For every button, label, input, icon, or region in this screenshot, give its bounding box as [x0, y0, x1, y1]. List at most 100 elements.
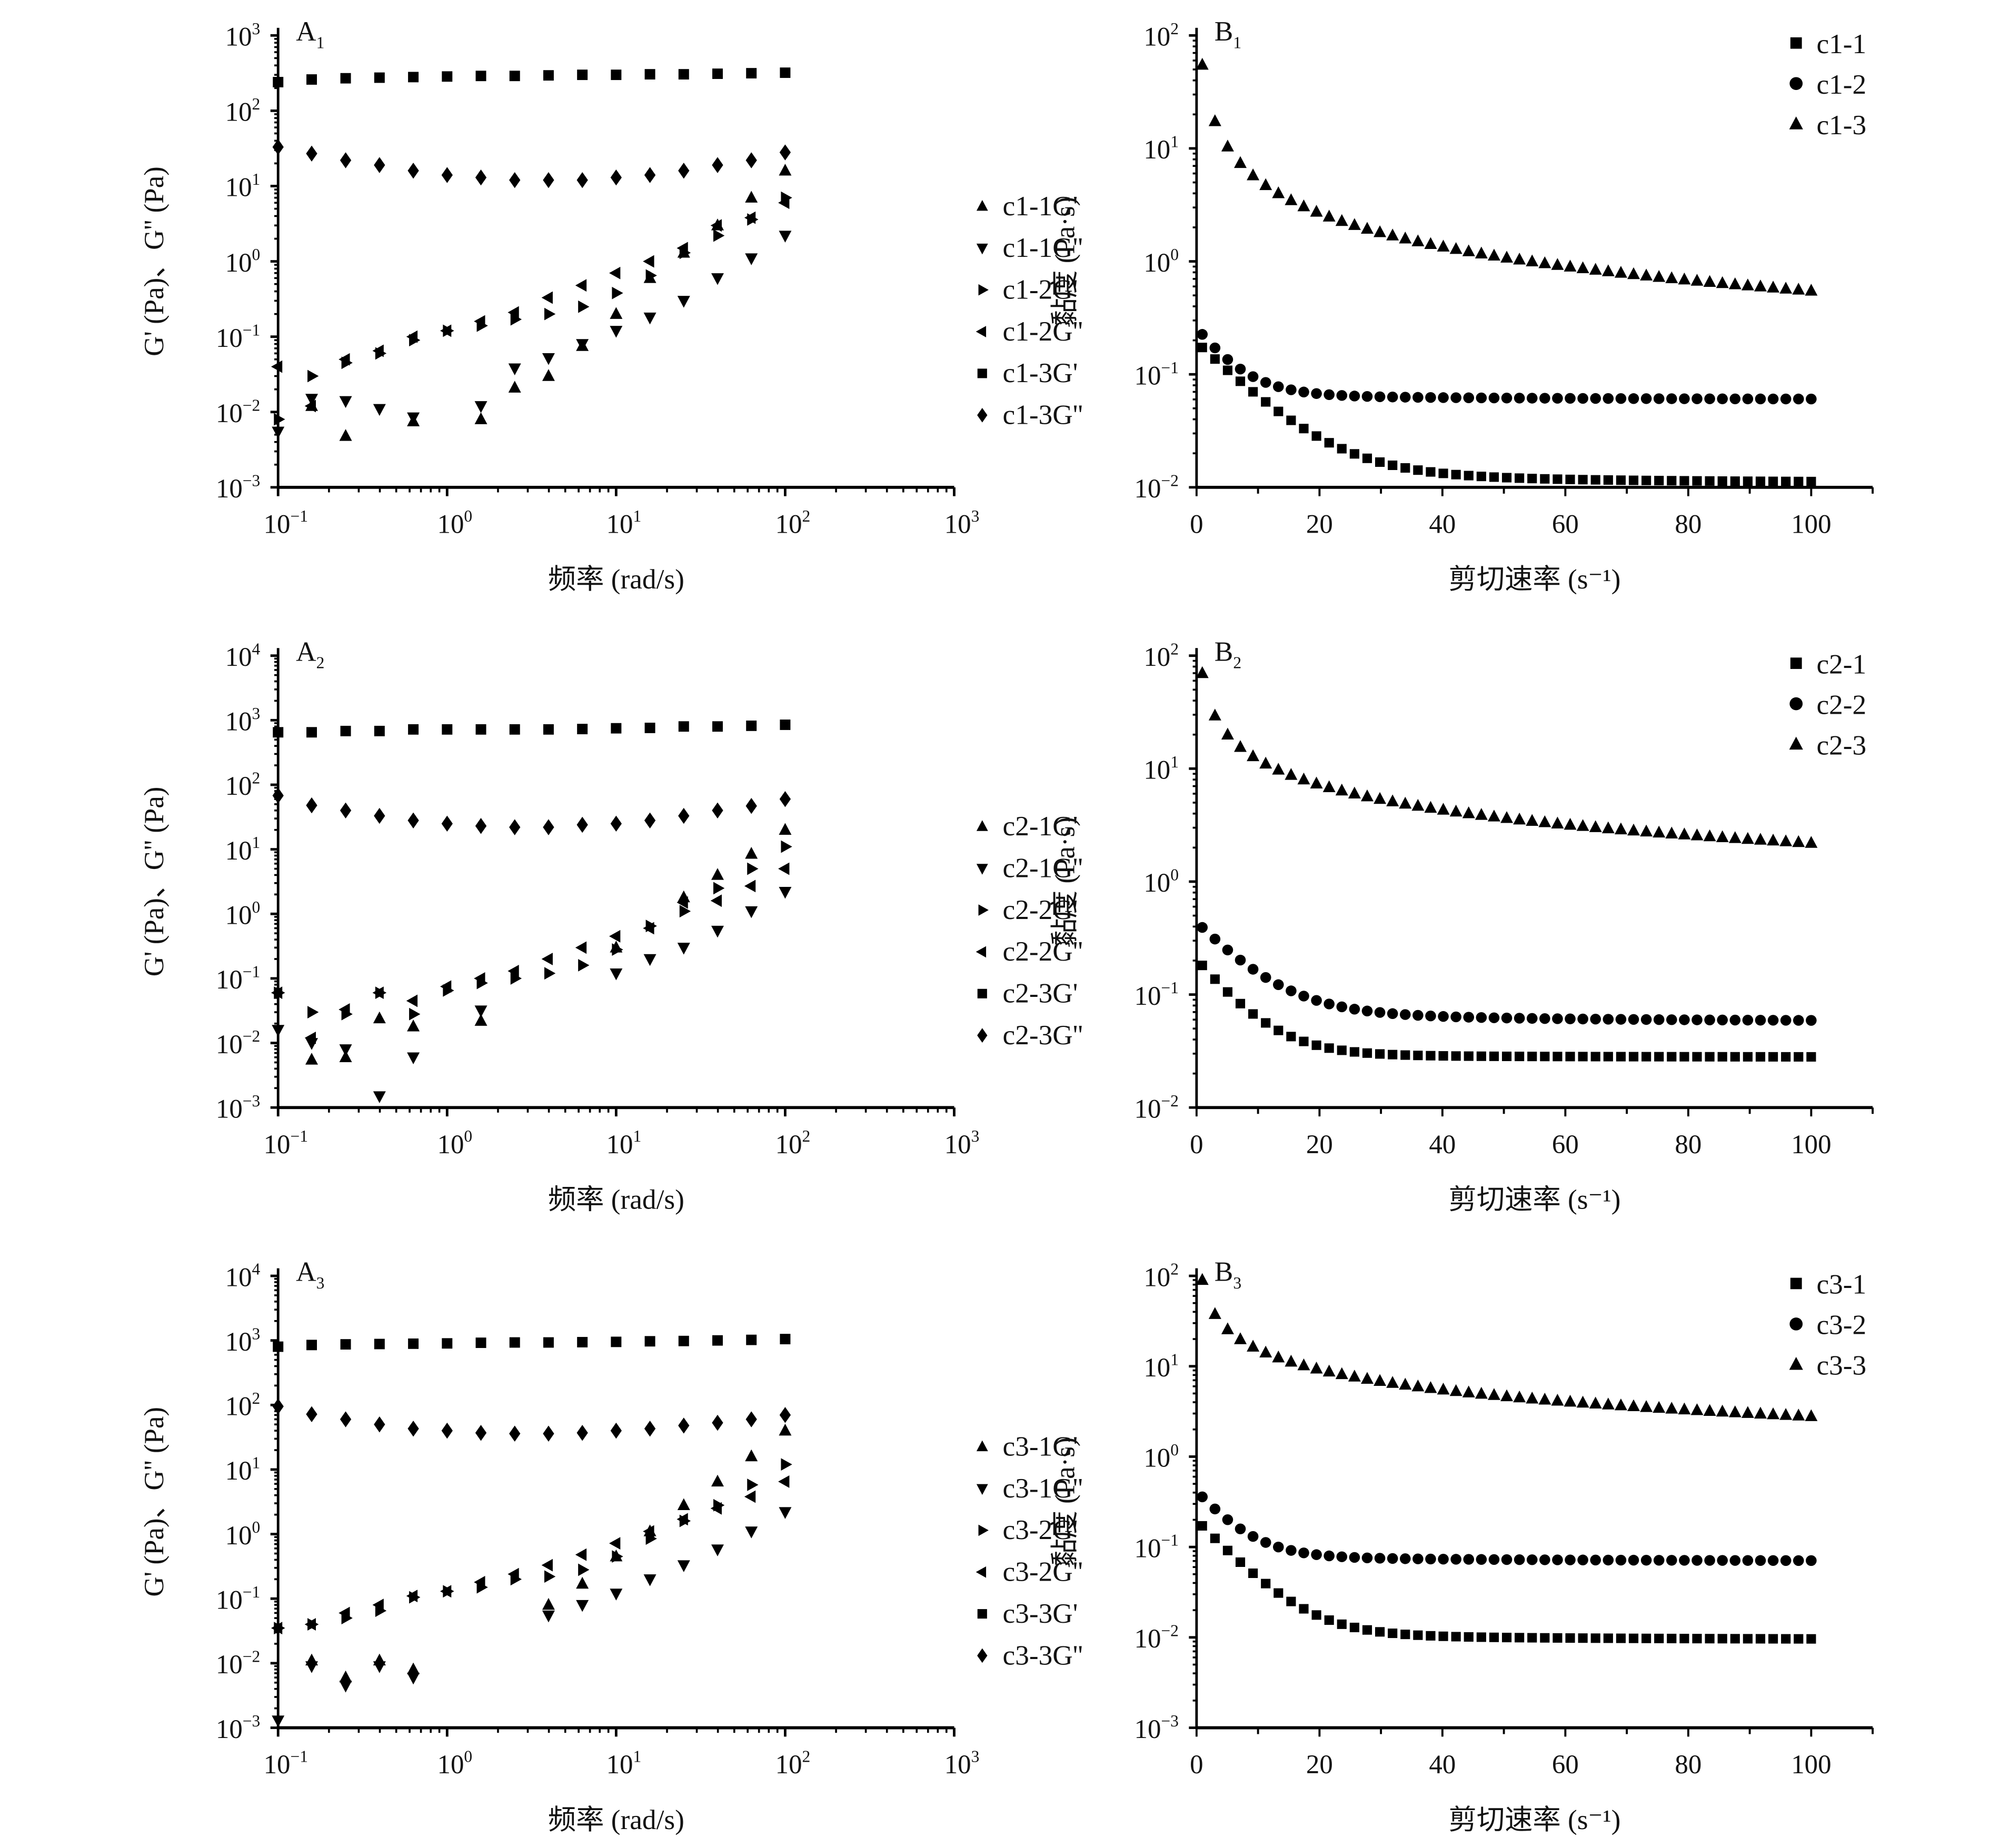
point-c1-3 [1754, 279, 1767, 292]
point-c3-3G'' [745, 1411, 757, 1427]
point-c1-2 [1704, 393, 1715, 404]
point-c2-2 [1793, 1015, 1804, 1026]
point-c2-1 [1641, 1052, 1651, 1062]
point-c3-2 [1640, 1554, 1652, 1566]
point-c2-2 [1501, 1012, 1513, 1024]
point-c3-3 [1348, 1370, 1361, 1382]
point-c2-2G' [713, 882, 725, 895]
point-c3-3G' [746, 1334, 757, 1345]
point-c2-1 [1654, 1052, 1664, 1062]
point-c3-3 [1221, 1322, 1234, 1334]
point-c1-3 [1386, 228, 1399, 241]
point-c1-1 [1578, 475, 1588, 485]
panel-A3: 10−3 10−2 10−1 100 101 102 103 104 10−1 100 101 102… [139, 1257, 1083, 1835]
point-c1-2 [1260, 377, 1271, 388]
point-c2-2 [1286, 985, 1297, 996]
point-c3-2 [1501, 1554, 1513, 1565]
point-c1-3G'' [407, 163, 419, 179]
point-c3-2 [1755, 1555, 1766, 1566]
point-c2-2 [1235, 954, 1246, 966]
point-c1-2 [1209, 342, 1221, 354]
point-c1-1 [1603, 475, 1613, 485]
legend-label: c1-1 [1816, 29, 1866, 59]
point-c1-2 [1780, 393, 1792, 405]
point-c1-3 [1285, 193, 1298, 205]
point-c3-2 [1806, 1555, 1817, 1566]
point-c3-1 [1755, 1634, 1766, 1644]
point-c3-2G'' [271, 1622, 283, 1635]
legend-label: c2-3 [1816, 730, 1866, 761]
point-c3-3 [1272, 1350, 1285, 1363]
point-c1-1 [1222, 365, 1233, 375]
point-c3-1 [1235, 1557, 1246, 1567]
legend-marker-c1-3G' [977, 368, 987, 378]
point-c1-1G'' [745, 253, 758, 265]
y-tick-label: 100 [1143, 245, 1179, 277]
y-tick-label: 10−3 [216, 1092, 260, 1123]
x-tick-label: 80 [1675, 1130, 1702, 1159]
point-c2-1 [1667, 1052, 1677, 1062]
point-c3-2 [1425, 1553, 1436, 1565]
point-c3-3 [1360, 1372, 1374, 1384]
y-tick-label: 100 [225, 898, 261, 930]
legend-marker-c2-2G' [978, 904, 989, 916]
point-c3-2 [1298, 1547, 1309, 1559]
point-c3-3G'' [543, 1425, 554, 1442]
point-c3-1G'' [779, 1507, 792, 1519]
point-c1-2 [1514, 393, 1525, 404]
panel-A2: 10−3 10−2 10−1 100 101 102 103 104 10−1 100 101 102… [139, 636, 1083, 1215]
point-c2-3 [1640, 824, 1653, 837]
point-c1-2 [1755, 393, 1766, 405]
point-c1-1 [1375, 457, 1385, 467]
legend-label: c1-2G'' [1003, 316, 1083, 347]
point-c3-2 [1780, 1555, 1792, 1566]
point-c2-2G' [578, 958, 590, 972]
point-c1-1 [1616, 475, 1626, 485]
point-c3-2 [1565, 1554, 1576, 1565]
point-c1-3 [1399, 231, 1412, 244]
point-c2-1G' [407, 1020, 420, 1032]
point-c3-3 [1208, 1307, 1221, 1319]
point-c3-3 [1234, 1332, 1247, 1344]
x-tick-label: 20 [1306, 510, 1333, 539]
point-c3-3 [1564, 1394, 1577, 1407]
y-tick-label: 101 [225, 170, 261, 202]
point-c1-3G' [442, 71, 453, 82]
point-c2-2G'' [372, 986, 384, 1000]
point-c3-1 [1565, 1633, 1575, 1643]
point-c1-2 [1450, 392, 1461, 403]
point-c2-2G'' [339, 1003, 350, 1016]
point-c1-3 [1500, 251, 1514, 263]
point-c3-2 [1577, 1554, 1588, 1565]
point-c1-1G' [542, 369, 555, 381]
point-c3-3G' [442, 1338, 453, 1349]
point-c3-2 [1767, 1555, 1779, 1566]
point-c1-3G' [374, 72, 385, 83]
point-c2-1 [1679, 1052, 1689, 1062]
point-c1-3G'' [509, 172, 521, 188]
point-c2-3G' [644, 723, 655, 733]
point-c3-1G'' [677, 1560, 690, 1572]
point-c3-2 [1704, 1555, 1715, 1566]
x-tick-label: 100 [1791, 1130, 1831, 1159]
point-c3-2 [1628, 1554, 1639, 1566]
point-c3-2 [1514, 1554, 1525, 1565]
point-c1-1 [1273, 406, 1283, 416]
point-c3-2G'' [778, 1475, 790, 1488]
point-c2-2G'' [676, 896, 688, 909]
point-c3-3G'' [340, 1411, 352, 1427]
point-c3-3G'' [779, 1407, 791, 1423]
point-c1-2G'' [744, 211, 756, 224]
y-tick-label: 102 [1143, 19, 1179, 51]
point-c3-3 [1653, 1401, 1666, 1413]
point-c1-3 [1272, 186, 1285, 198]
point-c1-3G' [340, 73, 351, 84]
point-c1-3 [1411, 234, 1425, 246]
point-c2-3 [1221, 727, 1234, 740]
point-c1-1 [1261, 397, 1271, 407]
point-c2-1 [1426, 1051, 1436, 1061]
point-c3-2 [1349, 1552, 1360, 1563]
y-axis-label: 黏度 (Pa·s) [1050, 197, 1080, 326]
point-c2-1G'' [745, 906, 758, 918]
